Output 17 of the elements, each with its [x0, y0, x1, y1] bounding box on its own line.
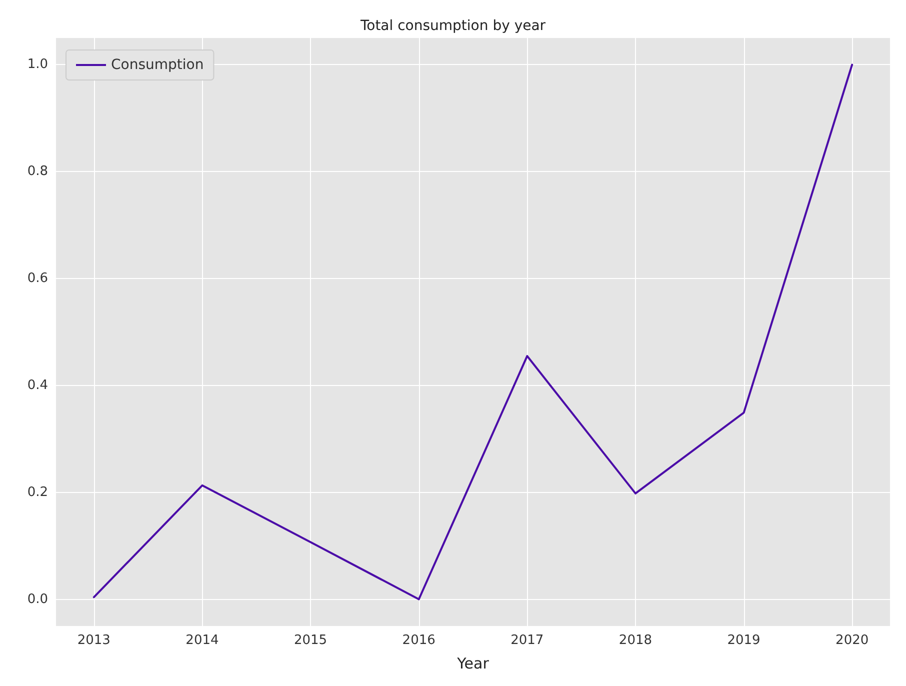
x-axis-title: Year — [456, 654, 490, 672]
y-tick-label: 1.0 — [27, 57, 48, 72]
y-tick-label: 0.2 — [27, 484, 48, 500]
x-tick-label: 2020 — [836, 633, 869, 648]
x-tick-label: 2013 — [77, 633, 110, 648]
y-tick-label: 0.4 — [27, 378, 48, 393]
x-tick-label: 2015 — [294, 633, 328, 648]
legend-label: Consumption — [111, 57, 204, 73]
x-tick-label: 2017 — [510, 633, 544, 648]
x-tick-label: 2016 — [402, 633, 436, 648]
y-tick-label: 0.8 — [27, 164, 48, 180]
x-tick-label: 2019 — [727, 633, 760, 648]
chart-title: Total consumption by year — [359, 18, 546, 34]
x-tick-label: 2018 — [618, 633, 652, 648]
y-tick-label: 0.6 — [27, 271, 48, 286]
x-tick-label: 2014 — [186, 633, 219, 648]
y-tick-label: 0.0 — [27, 592, 48, 607]
